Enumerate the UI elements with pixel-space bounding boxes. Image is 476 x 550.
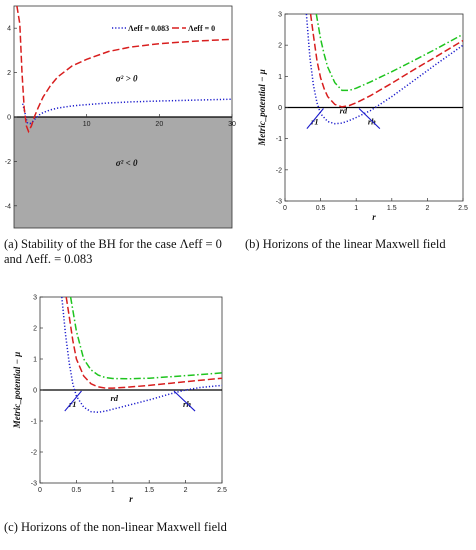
annotation-c-0: r1	[69, 399, 77, 409]
y-tick-label-b: 0	[278, 105, 282, 112]
arrow-rh-c	[173, 390, 196, 412]
series-line-b-0	[305, 14, 463, 125]
y-tick-label-c: 2	[33, 326, 37, 333]
shaded-region-a	[14, 117, 232, 228]
legend-label-0: Λeff = 0.083	[128, 24, 169, 33]
x-axis-label-c: r	[129, 494, 133, 504]
y-tick-label-b: -1	[276, 136, 282, 143]
annotation-a-0: σ² > 0	[116, 73, 138, 83]
series-line-a-1	[16, 6, 232, 134]
chart-b: -3 -2 -1 0 1 2 3 0 0.5 1 1.5 2 2.5 r Metric_potential …	[257, 12, 468, 223]
y-tick-label-a: -4	[5, 203, 11, 210]
annotation-b-0: r1	[311, 117, 319, 127]
series-line-b-2	[315, 14, 463, 92]
y-tick-label-a: 4	[7, 26, 11, 33]
caption-c: (c) Horizons of the non-linear Maxwell f…	[4, 520, 227, 534]
x-tick-label-a: 20	[155, 121, 163, 128]
series-line-b-1	[309, 14, 463, 108]
y-tick-label-b: -2	[276, 167, 282, 174]
arrow-r1-b	[306, 108, 324, 129]
x-tick-label-a: 30	[228, 121, 236, 128]
x-tick-label-a: 10	[83, 121, 91, 128]
y-axis-label-b: Metric_potential − μ	[257, 69, 267, 146]
annotation-c-1: rd	[110, 393, 118, 403]
y-tick-label-c: -1	[31, 419, 37, 426]
y-tick-label-b: 1	[278, 74, 282, 81]
x-tick-label-c: 0	[38, 487, 42, 494]
caption-a: (a) Stability of the BH for the case Λef…	[4, 237, 222, 266]
y-tick-label-c: 3	[33, 295, 37, 302]
y-tick-label-b: 2	[278, 43, 282, 50]
x-tick-label-b: 2.5	[458, 205, 468, 212]
chart-a: -4 -2 0 2 4 10 20 30 σ² > 0 σ² < 0 Λeff = 0.083 Λef…	[5, 5, 236, 229]
x-axis-label-b: r	[372, 212, 376, 222]
caption-b: (b) Horizons of the linear Maxwell field	[245, 237, 446, 251]
x-tick-label-b: 0.5	[316, 205, 326, 212]
y-tick-label-c: 1	[33, 357, 37, 364]
x-tick-label-b: 2	[425, 205, 429, 212]
x-tick-label-b: 0	[283, 205, 287, 212]
y-tick-label-a: 0	[7, 115, 11, 122]
x-tick-label-c: 1	[111, 487, 115, 494]
series-line-c-2	[69, 297, 222, 380]
series-line-c-1	[65, 297, 222, 389]
annotation-b-1: rd	[340, 106, 348, 116]
annotation-a-1: σ² < 0	[116, 158, 138, 168]
x-tick-label-c: 2	[184, 487, 188, 494]
x-tick-label-c: 1.5	[144, 487, 154, 494]
legend-label-1: Λeff = 0	[188, 24, 215, 33]
y-tick-label-c: -2	[31, 450, 37, 457]
arrow-rh-b	[358, 108, 381, 130]
series-line-c-0	[61, 297, 222, 414]
x-tick-label-b: 1	[354, 205, 358, 212]
arrow-r1-c	[64, 390, 82, 412]
x-tick-label-b: 1.5	[387, 205, 397, 212]
y-tick-label-b: 3	[278, 12, 282, 19]
y-tick-label-c: -3	[31, 481, 37, 488]
x-tick-label-c: 2.5	[217, 487, 227, 494]
y-axis-label-c: Metric_potential − μ	[12, 352, 22, 429]
y-tick-label-b: -3	[276, 199, 282, 206]
y-tick-label-a: 2	[7, 70, 11, 77]
x-tick-label-c: 0.5	[72, 487, 82, 494]
series-line-a-0	[21, 98, 232, 125]
y-tick-label-c: 0	[33, 388, 37, 395]
chart-c: -3 -2 -1 0 1 2 3 0 0.5 1 1.5 2 2.5 r Metric_potential …	[12, 295, 227, 505]
y-tick-label-a: -2	[5, 159, 11, 166]
